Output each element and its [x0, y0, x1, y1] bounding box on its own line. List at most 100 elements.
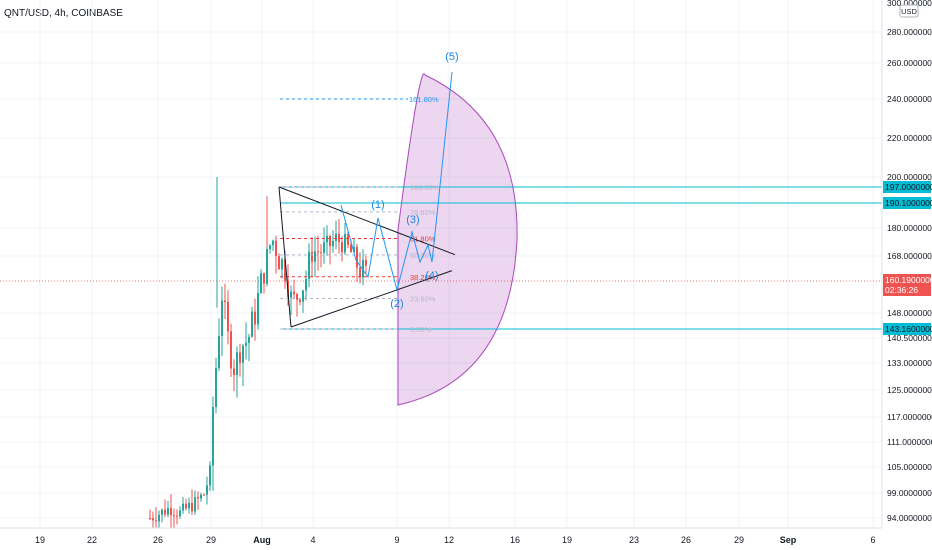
candle-body — [233, 368, 235, 376]
price-tick-label: 180.00000000 — [887, 223, 932, 233]
candle — [209, 461, 211, 492]
candle-body — [197, 497, 199, 499]
candle — [323, 227, 325, 264]
time-tick-label: 29 — [734, 535, 744, 545]
candle — [359, 252, 361, 284]
candle-body — [266, 249, 268, 284]
candle-body — [350, 244, 352, 253]
candle-body — [323, 242, 325, 253]
candle-body — [245, 342, 247, 346]
fib-level-label: 78.60% — [410, 208, 436, 217]
candle — [290, 285, 292, 315]
time-tick-label: 22 — [87, 535, 97, 545]
candle-body — [302, 290, 304, 302]
candle — [221, 286, 223, 356]
time-tick-label: 12 — [444, 535, 454, 545]
price-tag-label: 143.16000000 — [885, 324, 932, 334]
candle — [356, 243, 358, 283]
candle — [341, 236, 343, 262]
price-tick-label: 111.00000000 — [887, 437, 932, 447]
price-tick-label: 148.00000000 — [887, 308, 932, 318]
current-price-label: 160.19000000 — [885, 275, 932, 285]
candle-body — [221, 300, 223, 336]
candle — [260, 269, 262, 294]
candle — [227, 290, 229, 345]
candle-body — [149, 518, 151, 519]
candle — [344, 223, 346, 255]
candle-body — [173, 515, 175, 517]
candle — [278, 253, 280, 270]
candle-body — [212, 407, 214, 466]
candle — [239, 344, 241, 377]
candle — [269, 244, 271, 254]
candle-body — [164, 509, 166, 515]
price-tick-label: 220.00000000 — [887, 133, 932, 143]
candle-body — [359, 267, 361, 278]
price-tag-bg — [883, 323, 931, 335]
candle-body — [215, 368, 217, 408]
price-axis-bg — [883, 0, 932, 528]
price-tick-label: 117.00000000 — [887, 412, 932, 422]
price-tick-label: 240.00000000 — [887, 94, 932, 104]
price-tick-label: 168.00000000 — [887, 251, 932, 261]
candle-body — [332, 241, 334, 247]
wave-label: (3) — [406, 214, 419, 226]
candle — [362, 249, 364, 286]
candle-body — [239, 352, 241, 363]
candle-body — [257, 293, 259, 325]
candle — [335, 220, 337, 250]
fib-level-label: 0.00% — [410, 325, 432, 334]
candle-body — [311, 251, 313, 262]
time-tick-label: 4 — [310, 535, 315, 545]
price-tag-label: 197.00000000 — [885, 182, 932, 192]
price-tick-label: 280.00000000 — [887, 27, 932, 37]
price-tick-label: 105.00000000 — [887, 462, 932, 472]
candle-body — [209, 465, 211, 486]
time-tick-label: Sep — [780, 535, 797, 545]
candle-body — [341, 242, 343, 253]
candle — [155, 507, 157, 528]
candle-body — [362, 260, 364, 278]
candle-body — [365, 260, 367, 266]
candle — [194, 490, 196, 515]
candle — [179, 506, 181, 519]
candle — [164, 499, 166, 517]
candle-body — [293, 291, 295, 295]
candle — [236, 346, 238, 398]
candle — [245, 322, 247, 360]
fib-level-label: 161.80% — [409, 95, 439, 104]
candle — [248, 333, 250, 362]
price-tick-label: 200.00000000 — [887, 172, 932, 182]
candle — [329, 234, 331, 265]
candle — [257, 276, 259, 330]
candle — [215, 357, 217, 414]
price-tag-bg — [883, 181, 931, 193]
candle-body — [269, 245, 271, 250]
candle-body — [188, 502, 190, 509]
candle-body — [227, 302, 229, 332]
candle — [365, 256, 367, 274]
candle-body — [218, 335, 220, 369]
candle — [332, 230, 334, 253]
price-tag-bg — [883, 197, 931, 209]
candle — [347, 231, 349, 249]
time-tick-label: 6 — [870, 535, 875, 545]
currency-label: USD — [901, 7, 917, 16]
candle — [206, 476, 208, 505]
price-tick-label: 260.00000000 — [887, 58, 932, 68]
candle — [308, 243, 310, 288]
candlestick-series — [149, 177, 367, 528]
candle — [296, 292, 298, 317]
symbol-label: QNT/USD, 4h, COINBASE — [4, 8, 123, 19]
candle-body — [251, 311, 253, 337]
price-tick-label: 300.00000000 — [887, 0, 932, 8]
time-tick-label: 16 — [510, 535, 520, 545]
candle — [161, 508, 163, 523]
candle — [338, 218, 340, 254]
candle — [281, 257, 283, 279]
candle-body — [230, 331, 232, 369]
candle-body — [299, 299, 301, 302]
candle — [230, 323, 232, 377]
candle-body — [152, 518, 154, 521]
